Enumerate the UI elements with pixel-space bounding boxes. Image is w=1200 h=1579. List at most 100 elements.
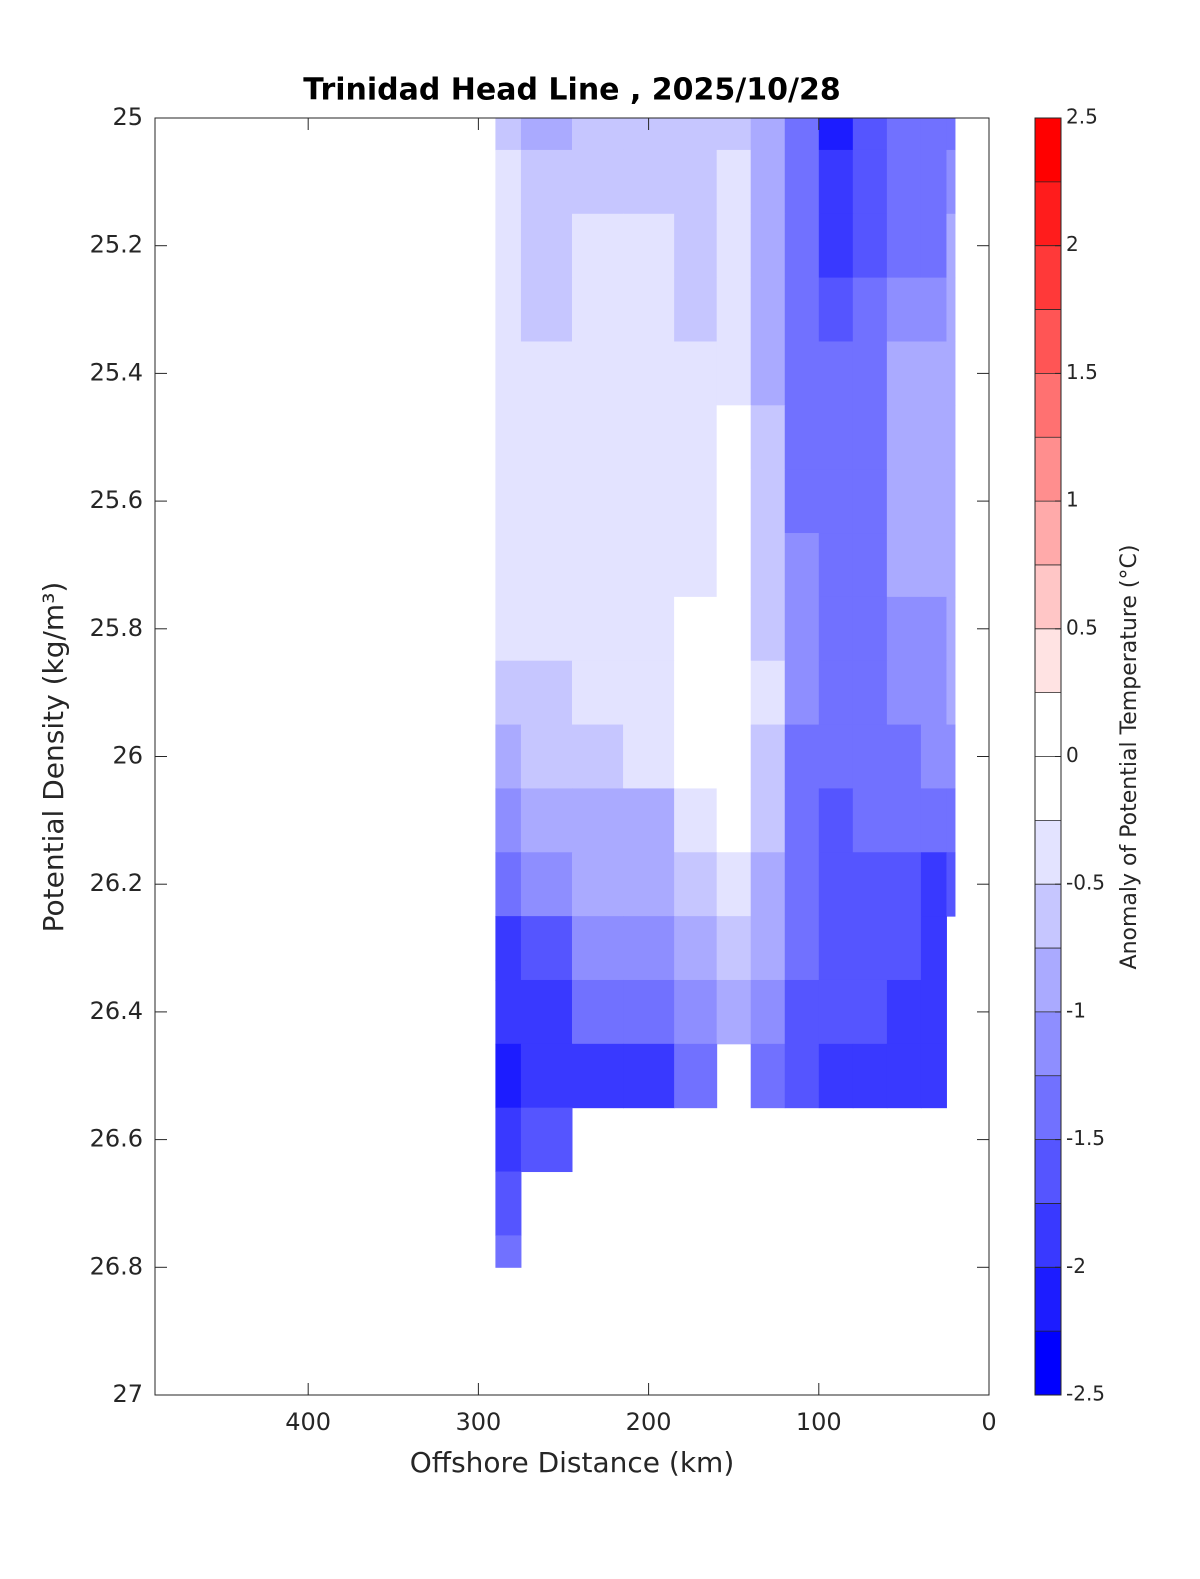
contour-cell: [750, 341, 786, 406]
contour-cell: [886, 724, 922, 789]
contour-cell: [520, 469, 573, 534]
y-tick-label: 25.6: [90, 486, 143, 514]
contour-cell: [886, 660, 922, 726]
contour-cell: [920, 118, 947, 151]
contour-cell: [886, 405, 922, 470]
x-axis-label: Offshore Distance (km): [410, 1446, 735, 1479]
contour-cell: [716, 724, 752, 789]
contour-cell: [818, 852, 854, 917]
contour-cell: [495, 660, 522, 726]
contour-cell: [674, 852, 718, 917]
contour-cell: [674, 405, 718, 470]
colorbar-band: [1035, 884, 1061, 949]
contour-cell: [750, 852, 786, 917]
contour-cell: [852, 533, 888, 598]
contour-cell: [886, 596, 922, 662]
contour-cell: [572, 213, 624, 279]
contour-cell: [886, 916, 922, 981]
contour-cell: [886, 979, 922, 1045]
contour-cell: [750, 788, 786, 853]
contour-cell: [784, 277, 820, 342]
contour-cell: [520, 660, 573, 726]
contour-cell: [623, 979, 675, 1045]
contour-cell: [946, 213, 956, 279]
contour-cell: [750, 660, 786, 726]
contour-cell: [623, 149, 675, 215]
contour-cell: [495, 149, 522, 215]
contour-cell: [750, 277, 786, 342]
contour-cell: [716, 916, 752, 981]
contour-cell: [920, 979, 947, 1045]
contour-cell: [920, 916, 947, 981]
contour-cell: [716, 533, 752, 598]
contour-cell: [572, 533, 624, 598]
contour-cell: [852, 1043, 888, 1109]
contour-cell: [572, 1043, 624, 1109]
colorbar-label: Anomaly of Potential Temperature (°C): [1117, 545, 1142, 970]
contour-cell: [674, 533, 718, 598]
contour-cell: [623, 1043, 675, 1109]
contour-cell: [674, 341, 718, 406]
contour-cell: [920, 277, 947, 342]
contour-cell: [495, 1235, 522, 1268]
y-tick-label: 26.8: [90, 1252, 143, 1280]
contour-cell: [495, 1043, 522, 1109]
colorbar-tick-label: -1.5: [1066, 1126, 1105, 1150]
contour-cell: [750, 149, 786, 215]
contour-cell: [886, 852, 922, 917]
contour-cell: [818, 149, 854, 215]
contour-cell: [784, 1043, 820, 1109]
contour-cell: [674, 596, 718, 662]
contour-cell: [784, 213, 820, 279]
colorbar-band: [1035, 756, 1061, 821]
contour-cell: [784, 533, 820, 598]
contour-cell: [674, 724, 718, 789]
contour-cell: [818, 469, 854, 534]
colorbar-band: [1035, 1267, 1061, 1332]
contour-cell: [674, 277, 718, 342]
contour-cell: [716, 118, 752, 151]
colorbar-band: [1035, 501, 1061, 565]
contour-cell: [946, 788, 956, 853]
colorbar-tick-label: 1.5: [1066, 360, 1098, 384]
colorbar-tick-label: 0: [1066, 743, 1079, 767]
contour-cell: [520, 341, 573, 406]
contour-cell: [520, 596, 573, 662]
contour-cell: [572, 341, 624, 406]
contour-cell: [818, 788, 854, 853]
contour-cell: [572, 469, 624, 534]
contour-cell: [623, 788, 675, 853]
contour-cell: [520, 979, 573, 1045]
contour-cell: [572, 724, 624, 789]
colorbar-tick-label: -0.5: [1066, 871, 1105, 895]
colorbar-tick-label: 2.5: [1066, 105, 1098, 129]
contour-cell: [572, 979, 624, 1045]
contour-cell: [946, 469, 956, 534]
contour-cell: [852, 277, 888, 342]
contour-cell: [623, 724, 675, 789]
contour-cell: [674, 979, 718, 1045]
colorbar-tick-label: -2.5: [1066, 1382, 1105, 1406]
contour-cell: [750, 916, 786, 981]
contour-cell: [716, 149, 752, 215]
contour-cell: [623, 533, 675, 598]
contour-cell: [495, 788, 522, 853]
contour-cell: [750, 118, 786, 151]
colorbar-tick-label: 1: [1066, 488, 1079, 512]
contour-cell: [495, 1107, 522, 1173]
contour-cell: [495, 469, 522, 534]
colorbar-tick-label: -2: [1066, 1254, 1086, 1278]
contour-cell: [784, 916, 820, 981]
contour-cell: [818, 277, 854, 342]
y-tick-label: 26: [112, 742, 143, 770]
contour-cell: [520, 916, 573, 981]
contour-cell: [818, 213, 854, 279]
contour-cell: [520, 213, 573, 279]
contour-cell: [572, 405, 624, 470]
colorbar-band: [1035, 1203, 1061, 1268]
contour-cell: [520, 1043, 573, 1109]
y-tick-label: 25.2: [90, 231, 143, 259]
contour-cell: [920, 852, 947, 917]
contour-cell: [750, 405, 786, 470]
contour-cell: [495, 724, 522, 789]
